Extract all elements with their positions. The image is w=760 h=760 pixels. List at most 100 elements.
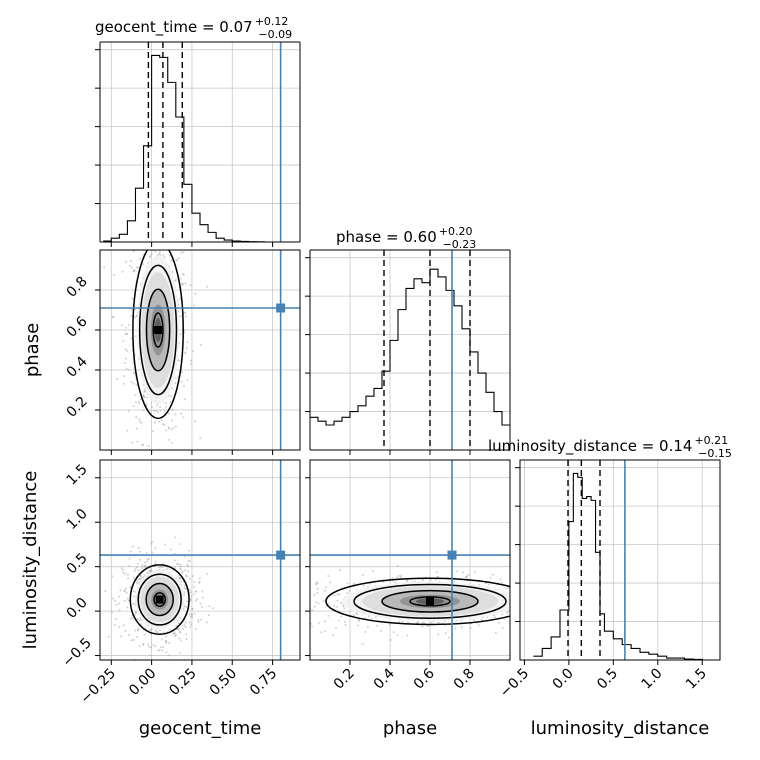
sample-point [366,585,369,588]
sample-point [193,612,196,615]
sample-point [148,248,150,250]
sample-point [346,592,349,595]
sample-point [135,384,138,387]
sample-point [133,569,136,572]
sample-point [132,270,135,273]
sample-point [162,646,165,649]
panel-geocent-distance [100,460,300,660]
sample-point [180,247,182,249]
sample-point [189,284,192,287]
sample-point [133,269,136,272]
sample-point [193,420,196,423]
sample-point [333,604,336,607]
sample-point [129,617,132,620]
sample-point [174,280,177,283]
sample-point [179,297,182,300]
sample-point [400,574,403,577]
sample-point [548,596,550,598]
sample-point [506,612,509,615]
sample-point [136,629,139,632]
sample-point [125,357,128,360]
sample-point [497,621,500,624]
sample-point [236,582,238,584]
sample-point [178,637,181,640]
sample-point [182,244,184,246]
sample-point [455,619,458,622]
sample-point [177,257,180,260]
sample-point [550,595,552,597]
sample-point [138,550,141,553]
sample-point [199,618,202,621]
sample-point [155,235,157,237]
sample-point [557,572,559,574]
sample-point [201,590,204,593]
sample-point [542,599,544,601]
sample-point [143,388,146,391]
sample-point [129,586,132,589]
sample-point [182,416,185,419]
title-geocent-time: geocent_time = 0.07 +0.12 −0.09 [95,15,292,41]
sample-point [143,396,146,399]
sample-point [157,566,160,569]
sample-point [144,561,147,564]
sample-point [494,616,497,619]
sample-point [179,314,182,317]
sample-point [168,412,171,415]
sample-point [128,633,131,636]
sample-point [540,604,542,606]
sample-point [184,621,187,624]
contour-line [129,564,190,635]
sample-point [564,616,566,618]
sample-point [187,560,190,563]
sample-point [361,643,364,646]
sample-point [460,626,463,629]
sample-point [179,631,182,634]
sample-point [198,577,201,580]
sample-point [370,617,373,620]
sample-point [115,603,118,606]
sample-point [494,631,497,634]
sample-point [131,617,134,620]
sample-point [316,587,319,590]
sample-point [139,575,142,578]
sample-point [343,607,346,610]
sample-point [138,644,141,647]
sample-point [179,543,182,546]
sample-point [534,596,536,598]
sample-point [467,573,470,576]
sample-point [366,626,369,629]
sample-point [139,398,142,401]
sample-point [120,567,123,570]
sample-point [134,629,137,632]
sample-point [324,620,327,623]
y-tick-label: −0.5 [59,635,94,670]
sample-point [182,628,185,631]
sample-point [154,560,157,563]
sample-point [327,574,330,577]
sample-point [274,578,276,580]
contour-line [145,288,171,372]
sample-point [201,605,204,608]
sample-point [126,429,129,432]
sample-point [134,394,137,397]
sample-point [185,637,188,640]
sample-point [180,251,183,254]
sample-point [462,571,465,574]
sample-point [199,437,202,440]
sample-point [122,571,125,574]
sample-point [357,619,360,622]
sample-point [444,632,447,635]
sample-point [315,581,318,584]
sample-point [169,400,172,403]
sample-point [338,569,341,572]
hist-phase-step [310,268,510,426]
sample-point [564,600,566,602]
sample-point [179,568,182,571]
sample-point [186,563,189,566]
sample-point [205,285,208,288]
sample-point [540,625,542,627]
ylabel-phase: phase [22,323,43,377]
sample-point [141,513,143,515]
sample-point [141,564,144,567]
